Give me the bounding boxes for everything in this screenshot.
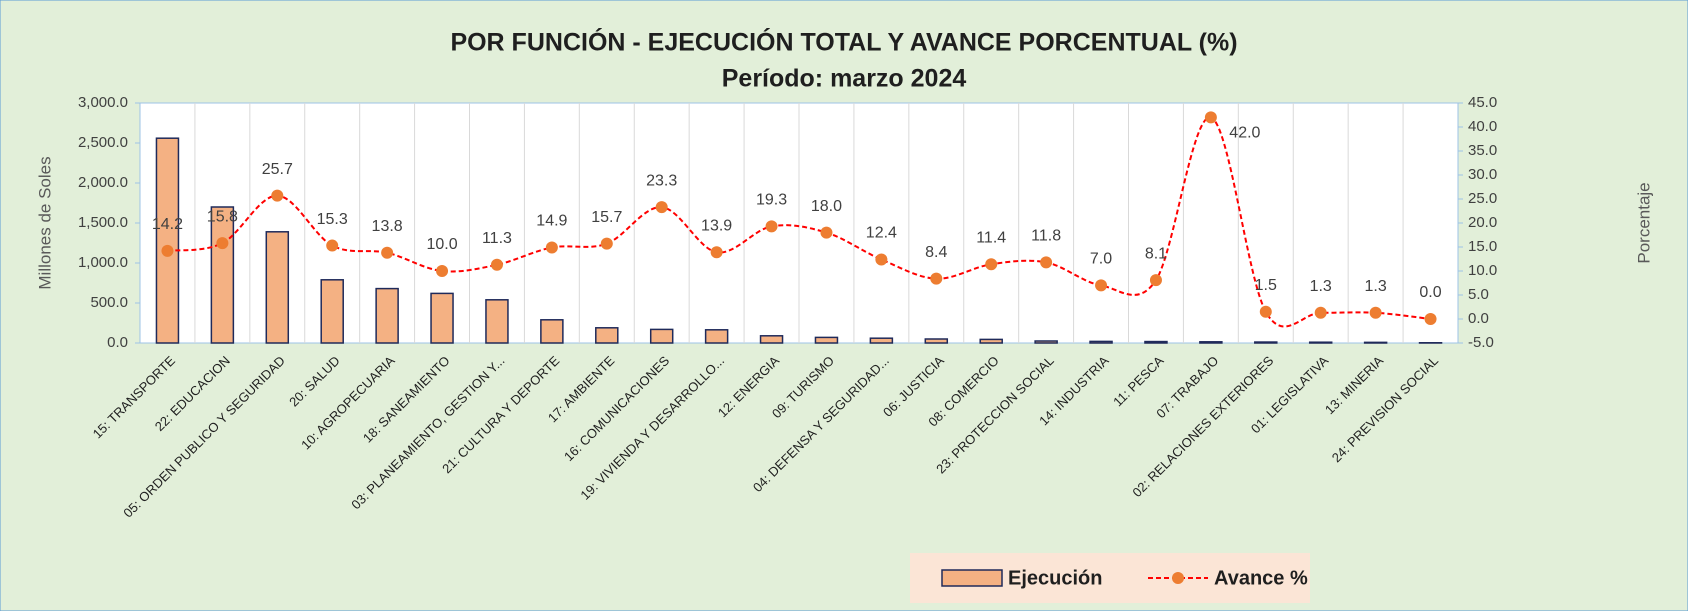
legend-swatch [942, 570, 1002, 586]
data-label: 11.8 [1031, 228, 1061, 245]
line-marker [271, 190, 283, 202]
line-marker [1425, 313, 1437, 325]
data-label: 14.2 [152, 216, 183, 233]
line-marker [161, 245, 173, 257]
y2-axis-title: Porcentaje [1634, 182, 1653, 263]
y2-tick-label: 0.0 [1468, 310, 1489, 327]
data-label: 15.3 [317, 211, 348, 228]
y-tick-label: 500.0 [90, 294, 128, 311]
y-axis-title: Millones de Soles [35, 156, 54, 289]
bar [486, 300, 508, 343]
line-marker [711, 246, 723, 258]
data-label: 8.1 [1145, 245, 1167, 262]
bar [376, 289, 398, 343]
data-label: 11.4 [976, 229, 1006, 246]
line-marker [820, 227, 832, 239]
data-label: 14.9 [536, 213, 567, 230]
bar [1145, 342, 1167, 343]
bar [156, 138, 178, 343]
bar [870, 338, 892, 343]
line-marker [601, 238, 613, 250]
data-label: 11.3 [482, 230, 512, 247]
line-marker [1260, 306, 1272, 318]
data-label: 18.0 [811, 198, 842, 215]
bar [1200, 342, 1222, 343]
data-label: 25.7 [262, 161, 293, 178]
y2-tick-label: -5.0 [1468, 334, 1494, 351]
bar [980, 339, 1002, 343]
y2-tick-label: 15.0 [1468, 238, 1497, 255]
bar [1255, 342, 1277, 343]
legend-label: Ejecución [1008, 567, 1102, 589]
bar [706, 330, 728, 343]
data-label: 23.3 [646, 172, 677, 189]
bar [596, 328, 618, 343]
line-marker [1205, 111, 1217, 123]
bar [431, 293, 453, 343]
line-marker [491, 259, 503, 271]
data-label: 10.0 [426, 236, 457, 253]
y-tick-label: 1,000.0 [78, 254, 128, 271]
y2-tick-label: 35.0 [1468, 142, 1497, 159]
line-marker [1370, 307, 1382, 319]
line-marker [1040, 256, 1052, 268]
line-marker [326, 240, 338, 252]
line-marker [216, 237, 228, 249]
data-label: 12.4 [866, 225, 897, 242]
line-marker [985, 258, 997, 270]
chart-title: POR FUNCIÓN - EJECUCIÓN TOTAL Y AVANCE P… [450, 27, 1237, 57]
line-marker [875, 253, 887, 265]
bar [761, 336, 783, 343]
y-tick-label: 3,000.0 [78, 94, 128, 111]
y2-tick-label: 20.0 [1468, 214, 1497, 231]
line-marker [656, 201, 668, 213]
bar [1035, 341, 1057, 343]
y-tick-label: 2,500.0 [78, 134, 128, 151]
legend-label: Avance % [1214, 567, 1308, 589]
data-label: 13.9 [701, 217, 732, 234]
line-marker [930, 273, 942, 285]
line-marker [436, 265, 448, 277]
data-label: 42.0 [1229, 125, 1260, 142]
line-marker [1150, 274, 1162, 286]
line-marker [1095, 279, 1107, 291]
y2-tick-label: 40.0 [1468, 118, 1497, 135]
bar [1310, 342, 1332, 343]
y-tick-label: 2,000.0 [78, 174, 128, 191]
data-label: 1.5 [1255, 277, 1277, 294]
bar [266, 232, 288, 343]
data-label: 19.3 [756, 192, 787, 209]
chart-subtitle: Período: marzo 2024 [722, 65, 967, 93]
data-label: 13.8 [372, 218, 403, 235]
bar [1365, 342, 1387, 343]
y2-tick-label: 45.0 [1468, 94, 1497, 111]
data-label: 1.3 [1365, 278, 1387, 295]
y2-tick-label: 10.0 [1468, 262, 1497, 279]
bar [211, 207, 233, 343]
data-label: 15.7 [591, 209, 622, 226]
line-marker [546, 241, 558, 253]
bar [1090, 341, 1112, 343]
data-label: 8.4 [925, 244, 947, 261]
bar [651, 329, 673, 343]
bar [925, 339, 947, 343]
y-tick-label: 1,500.0 [78, 214, 128, 231]
line-marker [1315, 307, 1327, 319]
y2-tick-label: 25.0 [1468, 190, 1497, 207]
bar [815, 337, 837, 343]
data-label: 1.3 [1310, 278, 1332, 295]
legend-marker [1172, 572, 1184, 584]
bar [541, 320, 563, 343]
y-tick-label: 0.0 [107, 334, 128, 351]
y2-tick-label: 5.0 [1468, 286, 1489, 303]
data-label: 0.0 [1419, 284, 1441, 301]
data-label: 7.0 [1090, 251, 1112, 268]
y2-tick-label: 30.0 [1468, 166, 1497, 183]
line-marker [381, 247, 393, 259]
line-marker [766, 220, 778, 232]
bar [321, 280, 343, 343]
data-label: 15.8 [207, 208, 238, 225]
